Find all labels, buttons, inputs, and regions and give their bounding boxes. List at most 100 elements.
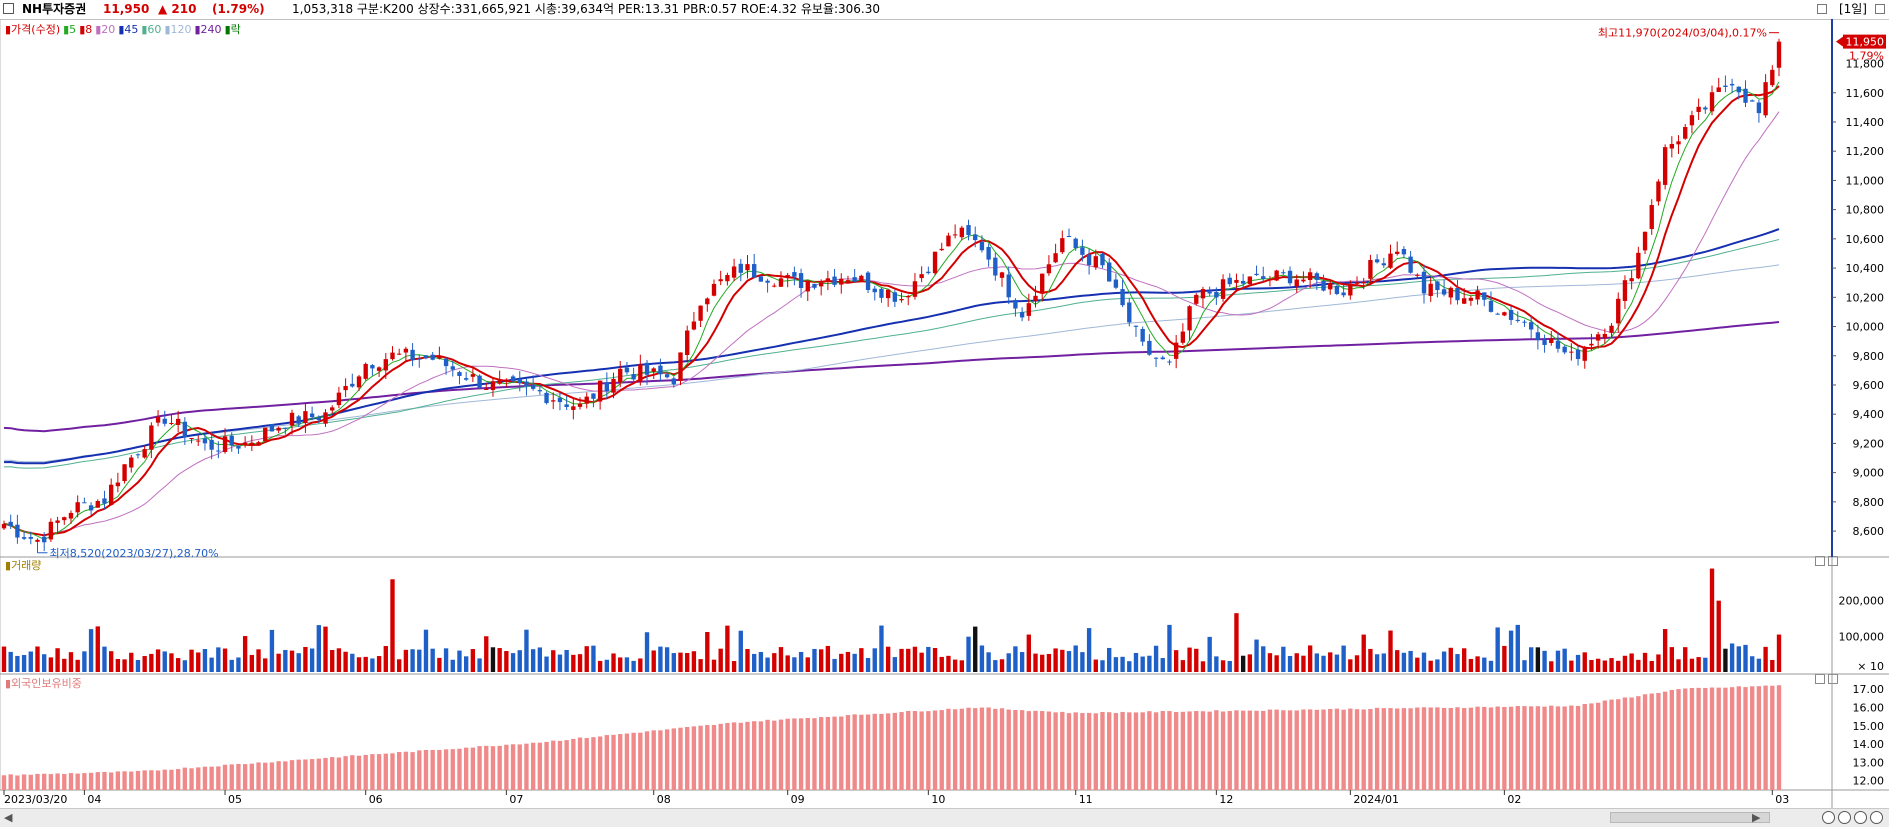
close-icon[interactable] (1875, 4, 1885, 14)
volume-bar (196, 652, 201, 672)
window-toggle-icon[interactable] (1817, 4, 1827, 14)
stock-symbol[interactable]: NH투자증권 (22, 2, 87, 16)
volume-bar (1770, 659, 1775, 672)
foreign-bar (309, 759, 315, 790)
candle (1736, 86, 1741, 93)
legend-item[interactable]: ▮가격(수정) (5, 23, 61, 36)
legend-item[interactable]: ▮60 (141, 23, 162, 36)
foreign-bar (182, 767, 188, 790)
foreign-bar (222, 764, 228, 790)
x-tick-label: 03 (1775, 793, 1789, 806)
scroll-thumb[interactable] (1610, 812, 1770, 823)
legend-item[interactable]: ▮5 (63, 23, 77, 36)
legend-item[interactable]: ▮8 (79, 23, 93, 36)
foreign-bar (1093, 713, 1098, 790)
candle (1709, 92, 1715, 112)
candle (88, 505, 94, 511)
candle (1388, 253, 1393, 268)
scroll-left-icon[interactable]: ◀ (4, 811, 13, 824)
candle (879, 288, 884, 298)
candle (410, 349, 415, 361)
foreign-bar (323, 757, 328, 790)
candle (1522, 321, 1527, 323)
foreign-bar (1220, 711, 1226, 790)
zoom-reset-icon[interactable] (1838, 811, 1851, 824)
legend-item[interactable]: ▮120 (164, 23, 192, 36)
zoom-in-icon[interactable] (1854, 811, 1867, 824)
legend-item[interactable]: ▮45 (118, 23, 139, 36)
volume-bar (1575, 654, 1581, 672)
volume-bar (1267, 653, 1273, 672)
candle (1328, 283, 1333, 290)
volume-bar (765, 657, 770, 672)
volume-bar (772, 653, 777, 672)
volume-bar (1214, 656, 1219, 672)
chart-scrollbar[interactable]: ◀ ▶ (0, 808, 1889, 827)
x-tick-label: 10 (931, 793, 945, 806)
volume-bar (1247, 654, 1253, 672)
volume-bar (1341, 645, 1346, 672)
foreign-bar (463, 747, 469, 790)
foreign-bar (1575, 705, 1581, 790)
candle (966, 225, 971, 236)
volume-bar (973, 626, 978, 672)
foreign-bar (1214, 710, 1219, 790)
foreign-bar (1428, 707, 1433, 790)
volume-bar (1133, 652, 1139, 672)
volume-bar (1173, 650, 1179, 672)
foreign-bar (55, 773, 60, 790)
foreign-bar (1381, 708, 1386, 790)
zoom-out-icon[interactable] (1822, 811, 1835, 824)
foreign-bar (122, 771, 127, 790)
volume-bar (242, 636, 248, 672)
volume-bar (1301, 655, 1306, 672)
stock-chart[interactable]: 11,600 11,400 11,200 11,000 10,800 10,600 10,4… (0, 19, 1889, 808)
candle (1729, 83, 1735, 86)
volume-bar (497, 648, 502, 672)
legend-item[interactable]: ▮락 (224, 23, 241, 36)
candle (1575, 349, 1581, 360)
volume-bar (1033, 653, 1038, 672)
foreign-bar (1408, 708, 1413, 790)
scroll-right-icon[interactable]: ▶ (1752, 811, 1761, 824)
foreign-bar (48, 774, 54, 790)
foreign-bar (624, 733, 630, 790)
period-selector[interactable]: [1일] (1838, 2, 1867, 16)
candle (979, 241, 985, 251)
volume-bar (1468, 658, 1474, 672)
foreign-bar (885, 713, 891, 790)
volume-bar (1616, 660, 1621, 672)
volume-bar (1006, 653, 1011, 672)
candle (202, 438, 208, 444)
candle (363, 363, 368, 379)
legend-item[interactable]: ▮240 (194, 23, 222, 36)
volume-bar (644, 632, 650, 672)
foreign-bar (1569, 705, 1574, 790)
foreign-bar (263, 762, 268, 790)
legend-item[interactable]: ▮20 (95, 23, 116, 36)
candle (1683, 127, 1688, 139)
select-checkbox[interactable] (3, 3, 14, 14)
price-change-pct: (1.79%) (212, 2, 265, 16)
foreign-bar (129, 771, 134, 790)
candle (745, 264, 750, 271)
foreign-bar (229, 764, 234, 790)
foreign-bar (1622, 697, 1628, 790)
foreign-bar (1468, 707, 1474, 790)
candle (651, 368, 656, 372)
volume-bar (1482, 657, 1487, 672)
candle (1019, 312, 1025, 318)
volume-bar (490, 647, 496, 672)
candle (1073, 238, 1078, 249)
volume-bar (1656, 654, 1661, 672)
volume-bar (350, 653, 355, 672)
candle (276, 427, 281, 431)
foreign-bar (390, 753, 395, 790)
candle (1133, 325, 1139, 327)
candle (48, 521, 54, 540)
candle (1763, 82, 1768, 116)
zoom-fit-icon[interactable] (1870, 811, 1883, 824)
volume-bar (1750, 656, 1755, 672)
x-tick-label: 2024/01 (1353, 793, 1399, 806)
volume-bar (1636, 659, 1641, 672)
